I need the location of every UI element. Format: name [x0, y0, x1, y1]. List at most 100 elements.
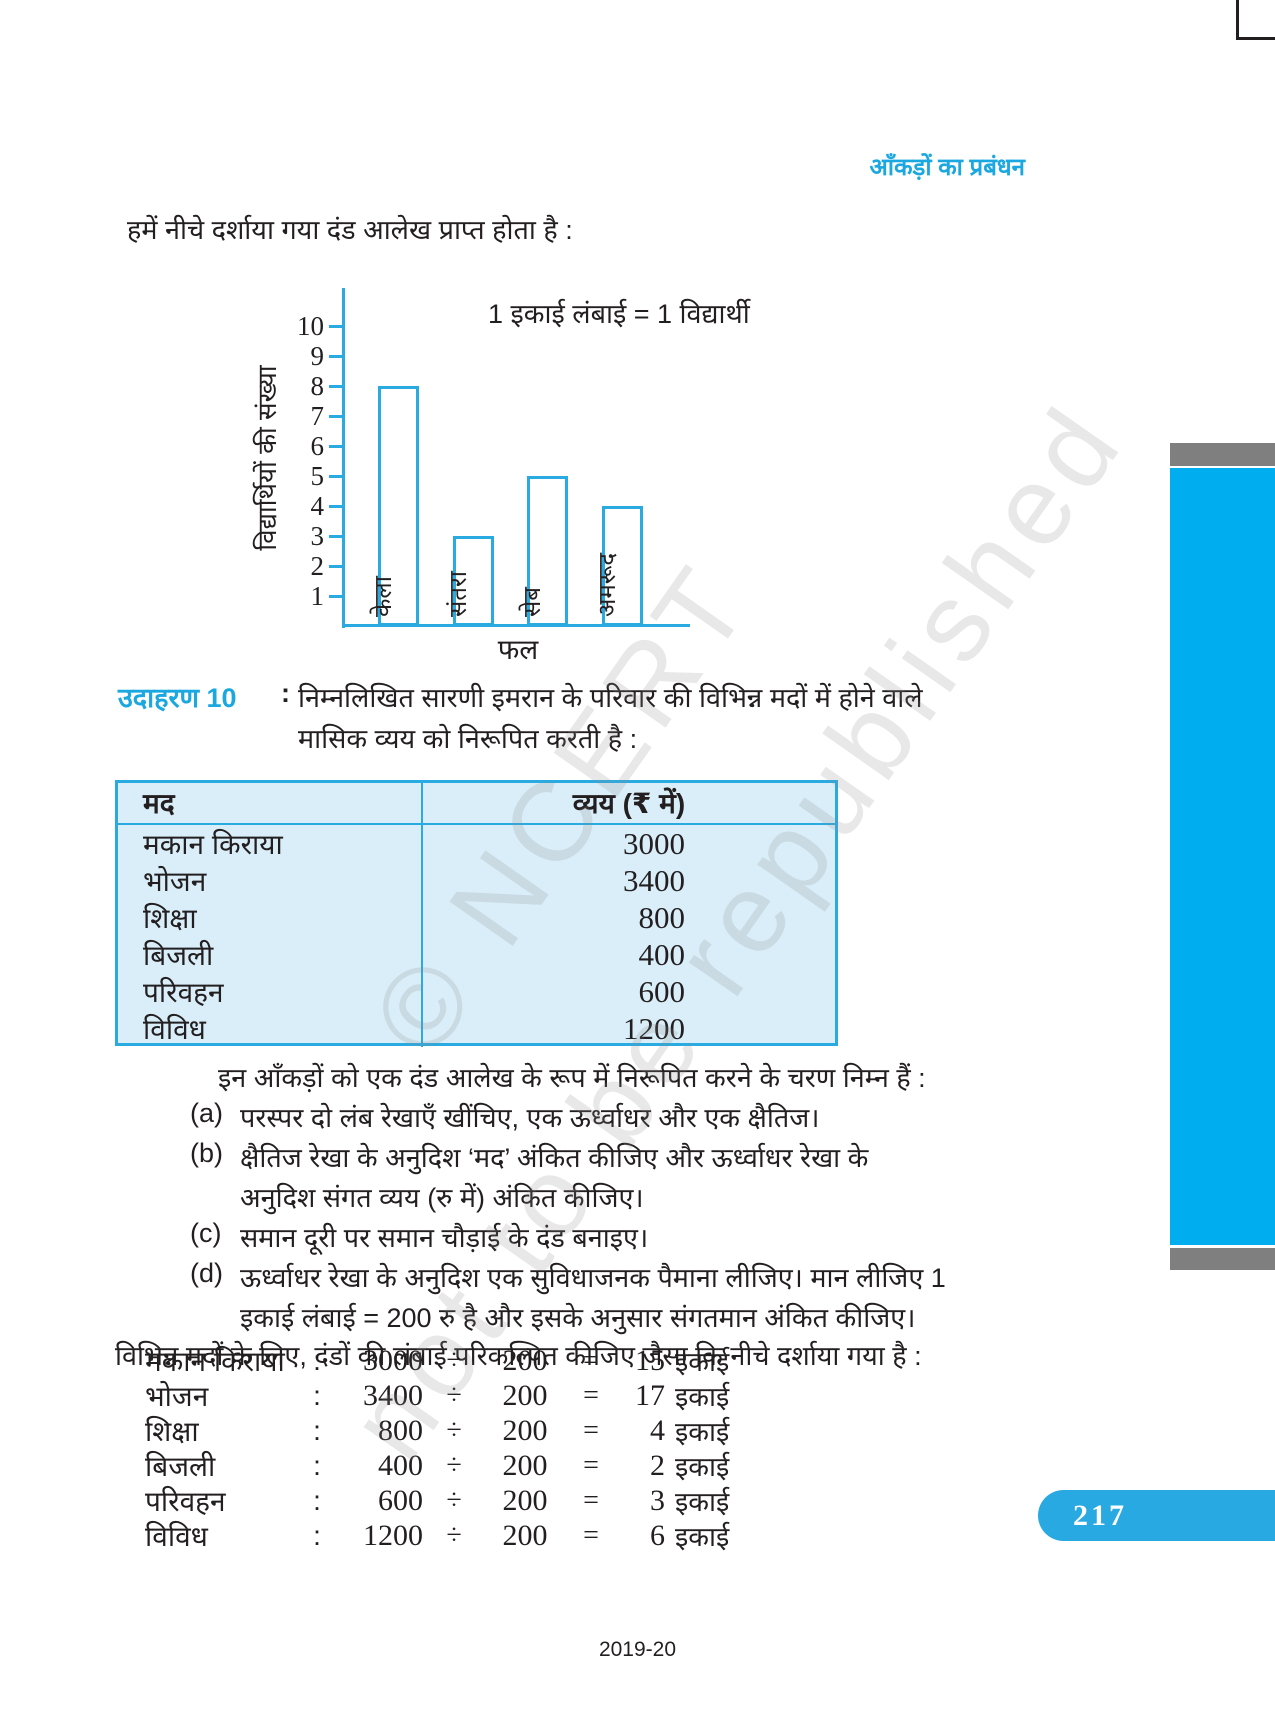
- step-label: (d): [190, 1258, 223, 1288]
- chart-bar: अमरूद: [594, 506, 643, 626]
- step-text: समान दूरी पर समान चौड़ाई के दंड बनाइए।: [240, 1223, 649, 1253]
- chart-legend: 1 इकाई लंबाई = 1 विद्यार्थी: [488, 299, 750, 329]
- corner-mark-vertical: [1236, 0, 1239, 40]
- y-tick-mark: [329, 505, 342, 508]
- chart-y-axis-title: विद्यार्थियों की संख्या: [252, 365, 282, 551]
- calc-divide-sign: ÷: [446, 1519, 462, 1551]
- intro-sentence: हमें नीचे दर्शाया गया दंड आलेख प्राप्त ह…: [127, 215, 573, 245]
- table-cell-item: भोजन: [118, 862, 423, 899]
- y-tick-label: 3: [310, 521, 325, 551]
- table-header-value: व्यय (₹ में): [572, 788, 686, 819]
- calc-divide-sign: ÷: [446, 1449, 462, 1481]
- y-tick-label: 4: [310, 491, 325, 521]
- calc-equals-sign: =: [583, 1484, 599, 1516]
- step-text: अनुदिश संगत व्यय (रु में) अंकित कीजिए।: [240, 1183, 644, 1213]
- calc-equals-sign: =: [583, 1414, 599, 1446]
- steps-outro: विभिन्न मदों के लिए, दंडों की लंबाई परिक…: [115, 1341, 922, 1371]
- calc-value: 3000: [363, 1343, 423, 1377]
- calc-equals-sign: =: [583, 1519, 599, 1551]
- calc-value: 3400: [363, 1378, 423, 1412]
- calc-divisor: 200: [502, 1378, 548, 1412]
- calc-equals-sign: =: [583, 1379, 599, 1411]
- bar-category-label: केला: [369, 576, 397, 617]
- calc-colon: :: [313, 1414, 321, 1446]
- chapter-header: आँकड़ों का प्रबंधन: [869, 154, 1025, 181]
- chart-bar: संतरा: [445, 536, 494, 626]
- step-label: (c): [190, 1218, 222, 1248]
- calc-equals-sign: =: [583, 1449, 599, 1481]
- table-cell-value: 1200: [623, 1010, 685, 1046]
- sidebar-gray-bottom-bar: [1170, 1248, 1275, 1270]
- sidebar-blue-bar: [1170, 468, 1275, 1245]
- calc-value: 400: [378, 1448, 423, 1482]
- calc-item: शिक्षा: [145, 1415, 199, 1447]
- y-tick-mark: [329, 415, 342, 418]
- y-tick-mark: [329, 535, 342, 538]
- chart-y-axis: [342, 288, 345, 628]
- calc-colon: :: [313, 1484, 321, 1516]
- calc-unit: इकाई: [675, 1487, 730, 1517]
- calc-value: 600: [378, 1483, 423, 1517]
- table-cell-item: शिक्षा: [118, 899, 423, 936]
- y-tick-label: 8: [310, 371, 325, 401]
- calc-item: बिजली: [145, 1450, 216, 1482]
- calc-item: मकान किराया: [145, 1345, 285, 1377]
- bar-category-label: संतरा: [444, 571, 472, 617]
- step-text: परस्पर दो लंब रेखाएँ खींचिए, एक ऊर्ध्वाध…: [240, 1103, 820, 1133]
- table-cell-value: 600: [638, 973, 686, 1009]
- calc-result: 2: [650, 1448, 665, 1482]
- calc-unit: इकाई: [675, 1522, 730, 1552]
- y-tick-mark: [329, 355, 342, 358]
- table-cell-value: 400: [638, 936, 686, 972]
- calc-result: 3: [650, 1483, 665, 1517]
- step-label: (b): [190, 1138, 223, 1168]
- table-header-item: मद: [118, 783, 423, 823]
- calc-item: विविध: [145, 1520, 208, 1552]
- table-cell-value: 800: [638, 899, 686, 935]
- example-text-line2: मासिक व्यय को निरूपित करती है :: [298, 724, 638, 754]
- calc-divisor: 200: [502, 1518, 548, 1552]
- step-text: ऊर्ध्वाधर रेखा के अनुदिश एक सुविधाजनक पै…: [240, 1263, 946, 1293]
- y-tick-label: 5: [310, 461, 325, 491]
- calc-unit: इकाई: [675, 1382, 730, 1412]
- calc-divide-sign: ÷: [446, 1414, 462, 1446]
- footer-year: 2019-20: [598, 1638, 677, 1661]
- table-row: भोजन 3400: [118, 862, 835, 899]
- calc-divide-sign: ÷: [446, 1344, 462, 1376]
- calc-divisor: 200: [502, 1413, 548, 1447]
- y-tick-mark: [329, 325, 342, 328]
- y-tick-label: 10: [297, 311, 324, 341]
- table-cell-item: मकान किराया: [118, 825, 423, 862]
- table-header-row: मद व्यय (₹ में): [118, 783, 835, 825]
- calc-result: 4: [650, 1413, 665, 1447]
- corner-mark-horizontal: [1236, 37, 1275, 40]
- example-colon: :: [281, 678, 290, 708]
- page-number: 217: [1073, 1498, 1127, 1532]
- y-tick-label: 9: [310, 341, 325, 371]
- calc-unit: इकाई: [675, 1417, 730, 1447]
- table-row: विविध 1200: [118, 1010, 835, 1047]
- calc-unit: इकाई: [675, 1452, 730, 1482]
- table-row: बिजली 400: [118, 936, 835, 973]
- calc-colon: :: [313, 1519, 321, 1551]
- calc-item: परिवहन: [145, 1485, 226, 1517]
- step-text: क्षैतिज रेखा के अनुदिश ‘मद’ अंकित कीजिए …: [240, 1143, 869, 1173]
- table-cell-item: परिवहन: [118, 973, 423, 1010]
- y-tick-label: 2: [310, 551, 325, 581]
- calc-divisor: 200: [502, 1343, 548, 1377]
- table-row: शिक्षा 800: [118, 899, 835, 936]
- example-label: उदाहरण 10: [118, 683, 237, 713]
- calc-value: 1200: [363, 1518, 423, 1552]
- calc-equals-sign: =: [583, 1344, 599, 1376]
- calc-result: 17: [635, 1378, 665, 1412]
- sidebar-gray-top-bar: [1170, 443, 1275, 466]
- step-text: इकाई लंबाई = 200 रु है और इसके अनुसार सं…: [240, 1303, 916, 1333]
- table-row: मकान किराया 3000: [118, 825, 835, 862]
- calc-result: 6: [650, 1518, 665, 1552]
- bar-category-label: अमरूद: [593, 552, 621, 617]
- example-text-line1: निम्नलिखित सारणी इमरान के परिवार की विभि…: [298, 683, 923, 713]
- table-row: परिवहन 600: [118, 973, 835, 1010]
- calc-colon: :: [313, 1344, 321, 1376]
- y-tick-label: 7: [310, 401, 325, 431]
